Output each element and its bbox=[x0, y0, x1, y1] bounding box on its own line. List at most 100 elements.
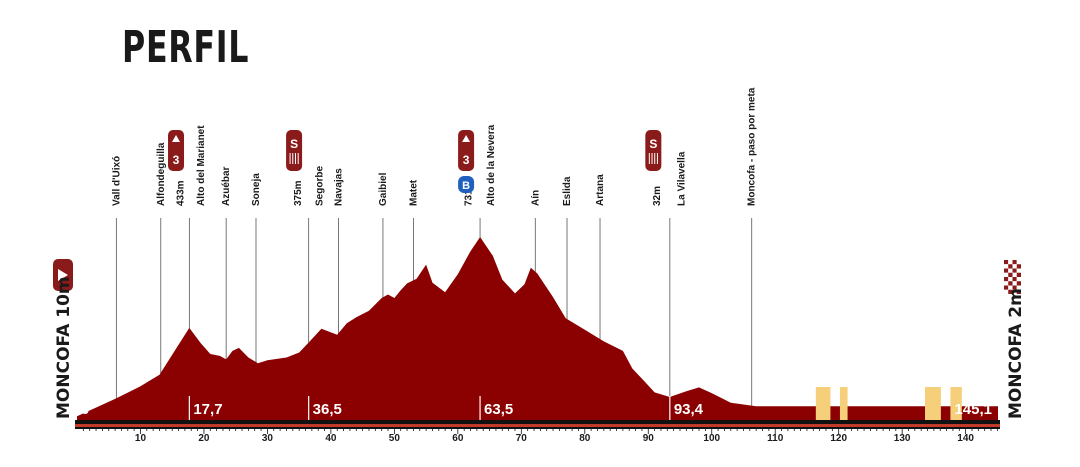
sprint-zone bbox=[839, 387, 848, 420]
flag-cell bbox=[1008, 264, 1013, 269]
flag-cell bbox=[1008, 268, 1013, 273]
flag-cell bbox=[1008, 285, 1013, 290]
checkered-flag-icon bbox=[1004, 260, 1021, 294]
axis-tick-label: 30 bbox=[262, 433, 274, 444]
flag-cell bbox=[1012, 264, 1017, 269]
flag-cell bbox=[1008, 281, 1013, 286]
flag-cell bbox=[1012, 260, 1017, 265]
place-label: 32m bbox=[652, 186, 663, 206]
bonus-badge bbox=[458, 176, 475, 193]
flag-cell bbox=[1016, 289, 1021, 294]
flag-cell bbox=[1008, 260, 1013, 265]
flag-cell bbox=[1016, 260, 1021, 265]
checkpoint-labels: 0 17,7 36,5 63,5 93,4 145,1 bbox=[81, 396, 992, 420]
axis-bottom bbox=[75, 427, 1000, 429]
sprint-zones bbox=[815, 387, 962, 420]
climb-triangle-icon bbox=[172, 135, 181, 142]
flag-cell bbox=[1004, 277, 1009, 282]
checkpoint-km-label: 17,7 bbox=[193, 401, 222, 418]
flag-cell bbox=[1012, 285, 1017, 290]
place-label: Aín bbox=[530, 190, 541, 206]
axis-tick-label: 60 bbox=[452, 433, 464, 444]
axis-tick-label: 50 bbox=[389, 433, 401, 444]
flag-cell bbox=[1004, 268, 1009, 273]
axis-tick-label: 100 bbox=[703, 433, 720, 444]
checkpoint-km-label: 145,1 bbox=[954, 401, 992, 418]
sprint-letter-text: S bbox=[649, 137, 657, 151]
checkpoint-km-label: 0 bbox=[81, 401, 89, 418]
sprint-zone bbox=[815, 387, 831, 420]
place-label: Alfondeguilla bbox=[156, 142, 167, 206]
flag-cell bbox=[1004, 281, 1009, 286]
category-badges: 3 S 3 B S bbox=[168, 130, 662, 193]
flag-cell bbox=[1012, 289, 1017, 294]
axis-tick-label: 120 bbox=[830, 433, 847, 444]
sprint-zone bbox=[950, 387, 962, 420]
checkpoint-km-label: 63,5 bbox=[484, 401, 513, 418]
elevation-profile-area bbox=[77, 237, 998, 420]
flag-cell bbox=[1008, 272, 1013, 277]
place-label: Vall d'Uixó bbox=[111, 156, 122, 206]
place-label: 433m bbox=[176, 180, 187, 206]
climb-badge bbox=[458, 130, 475, 171]
sprint-zone bbox=[925, 387, 941, 420]
axis-tick-label: 70 bbox=[516, 433, 528, 444]
flag-cell bbox=[1012, 272, 1017, 277]
flag-cell bbox=[1012, 277, 1017, 282]
place-label: Matet bbox=[408, 179, 419, 206]
checkpoint-km-label: 93,4 bbox=[674, 401, 704, 418]
flag-cell bbox=[1016, 277, 1021, 282]
start-arrow-icon bbox=[58, 269, 68, 281]
place-label: 375m bbox=[293, 180, 304, 206]
flag-cell bbox=[1016, 281, 1021, 286]
axis-tick-label: 110 bbox=[767, 433, 784, 444]
page-title: PERFIL bbox=[122, 22, 250, 73]
axis-tick-label: 80 bbox=[579, 433, 591, 444]
flag-cell bbox=[1016, 268, 1021, 273]
flag-cell bbox=[1004, 260, 1009, 265]
flag-cell bbox=[1016, 285, 1021, 290]
place-label: Azuébar bbox=[221, 166, 232, 206]
axis-stripe bbox=[75, 424, 1000, 427]
place-label: 731m bbox=[464, 180, 475, 206]
guide-lines bbox=[115, 218, 753, 410]
place-label: Navajas bbox=[334, 168, 345, 206]
place-label: La Vilavella bbox=[676, 151, 687, 206]
bonus-badge-text: B bbox=[462, 180, 470, 192]
flag-cell bbox=[1012, 268, 1017, 273]
flag-cell bbox=[1016, 272, 1021, 277]
checkpoint-km-label: 36,5 bbox=[313, 401, 342, 418]
finish-marker: MONCOFA 2m bbox=[1004, 260, 1026, 419]
climb-category-text: 3 bbox=[173, 153, 180, 167]
finish-label: MONCOFA 2m bbox=[1006, 288, 1026, 419]
x-axis: 10 20 30 40 50 60 70 80 90 100 110 120 130 140 bbox=[75, 420, 1000, 444]
flag-cell bbox=[1016, 264, 1021, 269]
axis-tick-label: 130 bbox=[894, 433, 911, 444]
axis-tick-label: 90 bbox=[643, 433, 655, 444]
start-label: MONCOFA 10m bbox=[54, 276, 74, 419]
flag-cell bbox=[1008, 277, 1013, 282]
place-label: Alto de la Nevera bbox=[486, 124, 497, 206]
start-marker: MONCOFA 10m bbox=[53, 259, 74, 419]
place-label: Soneja bbox=[251, 173, 262, 206]
axis-tick-label: 10 bbox=[135, 433, 147, 444]
axis-tick-label: 140 bbox=[957, 433, 974, 444]
place-label: Alto del Marianet bbox=[196, 125, 207, 206]
climb-triangle-icon bbox=[462, 135, 471, 142]
flag-cell bbox=[1004, 264, 1009, 269]
flag-cell bbox=[1004, 272, 1009, 277]
flag-cell bbox=[1004, 289, 1009, 294]
place-label: Moncofa - paso por meta bbox=[747, 87, 758, 206]
climb-badge bbox=[168, 130, 185, 171]
place-label: Segorbe bbox=[315, 166, 326, 206]
axis-bar bbox=[75, 420, 1000, 424]
flag-cell bbox=[1004, 285, 1009, 290]
place-label: Gaibiel bbox=[378, 172, 389, 206]
place-labels: Vall d'Uixó Alfondeguilla 433m Alto del Mar… bbox=[111, 87, 757, 206]
sprint-letter-text: S bbox=[290, 137, 298, 151]
axis-tick-label: 20 bbox=[198, 433, 210, 444]
flag-cell bbox=[1008, 289, 1013, 294]
axis-tick-label: 40 bbox=[325, 433, 337, 444]
climb-category-text: 3 bbox=[463, 153, 470, 167]
flag-cell bbox=[1012, 281, 1017, 286]
